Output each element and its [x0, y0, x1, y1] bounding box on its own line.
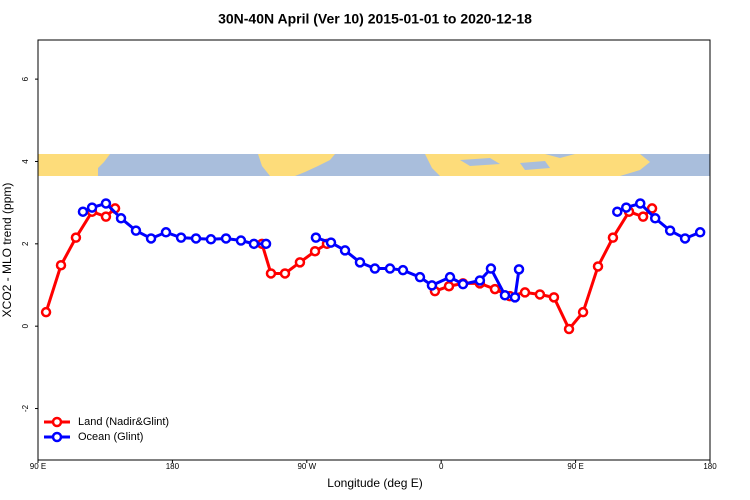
x-tick-label: 90 E: [30, 462, 46, 471]
legend-marker: [51, 431, 63, 443]
data-point: [607, 232, 619, 243]
data-point: [592, 261, 604, 272]
data-point: [325, 237, 337, 248]
data-point: [519, 287, 531, 298]
data-point: [563, 323, 575, 335]
world-map-strip: [38, 154, 710, 176]
data-point: [457, 278, 469, 290]
data-point: [612, 206, 623, 217]
data-point: [265, 268, 277, 279]
data-point: [397, 264, 409, 276]
plot-frame: [37, 39, 711, 461]
x-tick-label: 90 W: [297, 462, 316, 471]
data-point: [694, 227, 706, 238]
data-point: [100, 211, 112, 222]
data-point: [339, 245, 351, 256]
data-point: [489, 283, 501, 295]
data-point: [220, 233, 232, 244]
data-point: [635, 198, 646, 209]
y-tick-label: 6: [21, 76, 30, 81]
data-point: [115, 213, 127, 224]
data-point: [248, 238, 260, 250]
data-point: [160, 227, 172, 238]
series-line: [44, 207, 117, 313]
data-point: [175, 232, 187, 243]
data-point: [369, 263, 381, 274]
data-point: [414, 271, 426, 283]
data-point: [509, 292, 521, 303]
series-line: [315, 236, 521, 300]
data-point: [100, 198, 112, 209]
data-point: [548, 292, 560, 303]
data-point: [620, 202, 632, 213]
legend-label: Land (Nadir&Glint): [78, 416, 169, 428]
data-point: [77, 206, 89, 217]
data-point: [485, 263, 497, 274]
data-point: [577, 306, 589, 318]
data-point: [637, 211, 649, 222]
x-tick-label: 90 E: [567, 462, 583, 471]
data-point: [235, 235, 247, 246]
data-point: [679, 233, 691, 244]
data-point: [384, 263, 396, 274]
y-tick-label: -2: [21, 404, 30, 412]
data-point: [309, 245, 321, 257]
x-tick-label: 180: [703, 462, 717, 471]
legend-marker: [51, 416, 63, 428]
data-point: [664, 225, 676, 236]
data-point: [205, 234, 217, 245]
data-point: [310, 232, 322, 243]
data-point: [646, 203, 658, 214]
data-point: [534, 289, 546, 300]
data-point: [130, 225, 142, 236]
y-axis-label: XCO2 - MLO trend (ppm): [0, 183, 14, 318]
x-tick-label: 0: [439, 462, 444, 471]
y-tick-label: 0: [21, 323, 30, 328]
data-point: [70, 232, 82, 243]
data-point: [354, 257, 366, 268]
data-point: [649, 213, 661, 224]
series-line: [434, 207, 654, 332]
y-tick-label: 4: [21, 159, 30, 164]
data-point: [443, 280, 455, 292]
data-point: [55, 259, 67, 271]
data-point: [279, 268, 291, 279]
data-point: [499, 290, 511, 301]
data-point: [260, 238, 272, 250]
x-axis-label: Longitude (deg E): [327, 476, 422, 490]
legend-label: Ocean (Glint): [78, 431, 143, 443]
data-point: [40, 306, 52, 318]
chart-title: 30N-40N April (Ver 10) 2015-01-01 to 202…: [218, 11, 532, 27]
data-point: [86, 202, 98, 213]
data-point: [145, 233, 157, 244]
x-tick-label: 180: [166, 462, 180, 471]
data-point: [444, 271, 456, 283]
data-point: [294, 257, 306, 268]
y-tick-label: 2: [21, 241, 30, 246]
data-point: [426, 280, 438, 291]
data-point: [474, 275, 486, 286]
data-point: [513, 264, 525, 275]
data-point: [190, 233, 202, 244]
